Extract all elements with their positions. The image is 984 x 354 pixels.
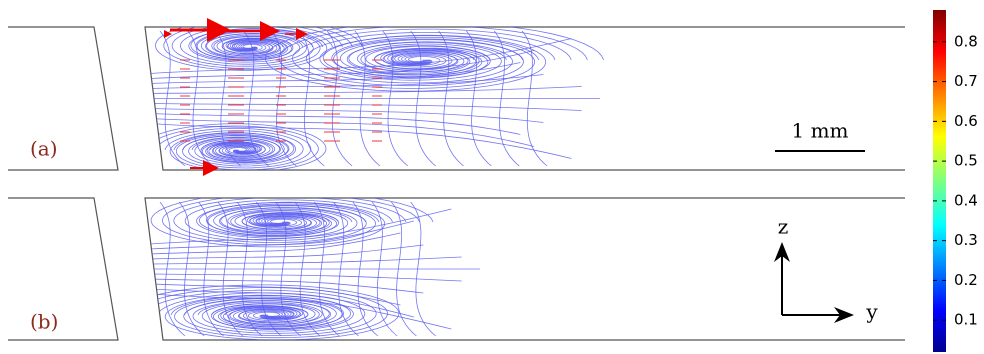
streamline	[149, 220, 414, 250]
streamline	[215, 30, 241, 167]
streamline	[149, 232, 401, 255]
streamline	[149, 293, 452, 330]
streamline	[493, 30, 520, 167]
velocity-arrows	[164, 18, 382, 176]
streamline	[292, 28, 572, 87]
streamline	[150, 198, 434, 248]
streamline	[149, 86, 582, 94]
streamline	[256, 201, 282, 337]
streamline	[149, 244, 424, 260]
streamline	[219, 207, 353, 235]
streamline	[333, 201, 359, 337]
streamline	[178, 201, 205, 337]
streamline	[391, 201, 417, 337]
colorbar-tick-label: 0.3	[954, 231, 978, 249]
streamline	[149, 74, 544, 89]
panel-label: (a)	[30, 137, 58, 161]
streamline	[236, 201, 263, 337]
streamline	[217, 201, 244, 337]
streamline	[360, 45, 491, 73]
streamline	[275, 201, 301, 337]
streamline	[371, 201, 398, 337]
streamline	[173, 198, 407, 243]
streamline	[149, 278, 424, 294]
streamline	[145, 289, 377, 336]
streamline	[149, 288, 414, 318]
streamline	[211, 303, 320, 325]
streamline	[149, 103, 582, 111]
streamline	[313, 201, 340, 337]
streamline	[159, 30, 186, 167]
streamline	[271, 30, 297, 167]
colorbar	[933, 10, 946, 352]
streamline	[298, 30, 325, 167]
colorbar-tick-label: 0.6	[954, 112, 978, 130]
streamline	[213, 35, 294, 57]
streamline	[149, 113, 521, 135]
streamline	[354, 30, 381, 167]
streamline	[149, 123, 572, 159]
streamline	[157, 292, 366, 334]
streamline	[191, 137, 281, 161]
streamline	[352, 201, 379, 337]
streamline	[438, 30, 464, 167]
streamline	[198, 201, 224, 337]
streamline	[149, 256, 462, 265]
streamline	[294, 201, 321, 337]
streamlines-b	[145, 198, 480, 340]
streamline	[149, 283, 401, 306]
colorbar-tick-label: 0.1	[954, 311, 978, 329]
streamline	[243, 30, 269, 167]
streamline	[187, 30, 214, 167]
streamline	[145, 123, 327, 170]
streamline	[173, 132, 296, 165]
streamline	[182, 134, 289, 163]
scale-bar-label: 1 mm	[791, 119, 848, 143]
streamline	[410, 201, 436, 337]
streamline	[149, 50, 534, 79]
colorbar-tick-label: 0.7	[954, 72, 978, 90]
streamline	[305, 32, 556, 84]
axis-label: z	[778, 215, 789, 239]
streamline	[149, 118, 534, 147]
streamline	[170, 295, 354, 332]
streamline	[164, 130, 304, 167]
streamline	[149, 108, 544, 123]
streamline	[319, 35, 540, 81]
streamline	[180, 27, 333, 65]
streamline	[230, 210, 339, 232]
streamline	[196, 202, 380, 239]
streamline	[196, 30, 314, 61]
colorbar-tick-label: 0.2	[954, 271, 978, 289]
colorbar-ticks: 0.1 0.2 0.3 0.4 0.5 0.6 0.7 0.8	[933, 32, 978, 329]
colorbar-tick-label: 0.8	[954, 32, 978, 50]
streamline	[205, 33, 304, 59]
streamline	[382, 30, 409, 167]
streamline	[188, 28, 323, 63]
panel-label: (b)	[30, 310, 58, 334]
streamline	[466, 30, 492, 167]
streamline	[155, 27, 363, 71]
streamlines-a	[145, 27, 604, 170]
streamline	[410, 30, 436, 167]
streamline	[159, 201, 186, 337]
streamline	[184, 297, 343, 330]
streamline	[171, 27, 343, 67]
streamline	[146, 125, 319, 170]
streamline	[149, 38, 572, 74]
streamline	[184, 199, 393, 241]
streamline	[326, 30, 353, 167]
streamline	[521, 30, 548, 167]
streamline	[149, 273, 462, 282]
colorbar-tick-label: 0.5	[954, 152, 978, 170]
streamline	[145, 284, 400, 340]
streamline	[162, 198, 420, 246]
streamline	[200, 139, 274, 159]
streamline	[149, 208, 452, 245]
colorbar-tick-label: 0.4	[954, 191, 978, 209]
axis-label: y	[865, 300, 878, 324]
